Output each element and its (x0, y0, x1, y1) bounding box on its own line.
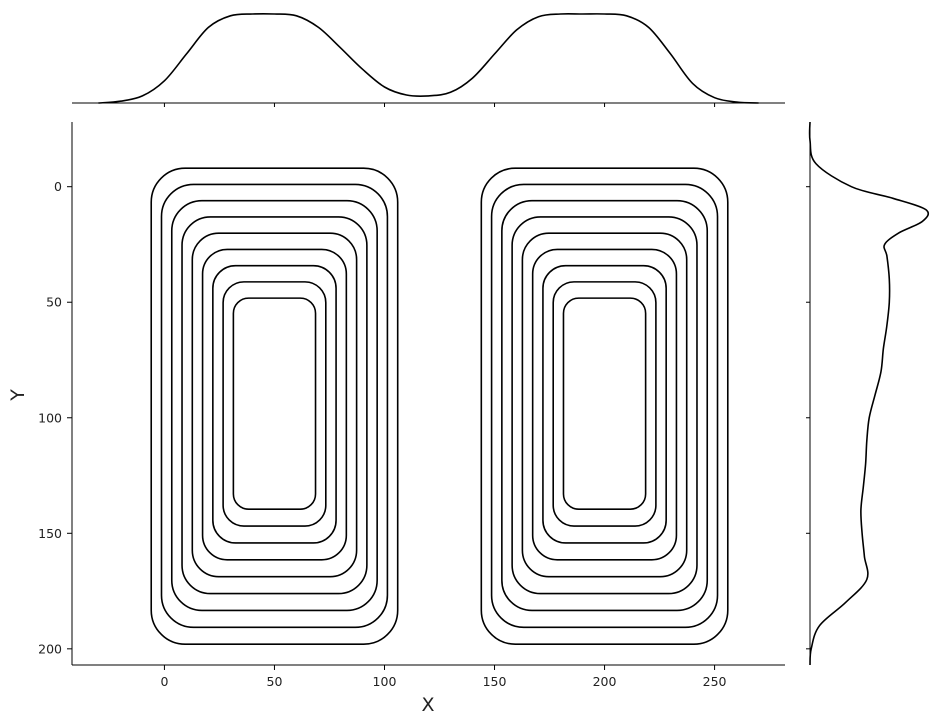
y-tick-label: 150 (38, 526, 62, 541)
contour-level-2-4 (511, 216, 698, 595)
contour-level-2-8 (552, 281, 657, 527)
x-tick-label: 0 (160, 674, 168, 689)
contour-level-1-8 (222, 281, 327, 527)
contour-level-2-2 (490, 183, 719, 629)
y-axis-label: Y (7, 389, 29, 402)
y-tick-label: 100 (38, 410, 62, 425)
x-tick-label: 150 (483, 674, 507, 689)
y-tick-label: 0 (54, 179, 62, 194)
x-tick-label: 250 (703, 674, 727, 689)
contour-panel: 0 50 100 150 200 250 0 50 100 150 200 (38, 122, 785, 689)
contour-level-1-2 (160, 183, 389, 629)
x-marginal-kde-line (98, 12, 759, 104)
y-marginal-kde-line (808, 121, 930, 666)
x-tick-label: 100 (373, 674, 397, 689)
y-tick-label: 50 (46, 295, 62, 310)
contour-level-1-9 (232, 297, 317, 510)
contour-level-2-9 (562, 297, 647, 510)
contour-level-1-3 (170, 199, 378, 612)
contour-level-2-5 (521, 232, 688, 578)
contour-level-2-6 (531, 248, 678, 561)
contour-level-1-4 (181, 216, 368, 595)
contour-level-1-1 (150, 167, 399, 646)
contour-level-2-7 (542, 264, 667, 544)
y-tick-label: 200 (38, 641, 62, 656)
x-marginal-panel (72, 12, 785, 107)
x-axis-label: X (421, 694, 434, 716)
contour-level-2-3 (501, 199, 709, 612)
contour-level-1-6 (201, 248, 348, 561)
x-tick-label: 200 (593, 674, 617, 689)
contour-level-1-5 (191, 232, 358, 578)
y-marginal-panel (806, 121, 930, 666)
contour-level-2-1 (480, 167, 729, 646)
x-tick-label: 50 (267, 674, 283, 689)
contour-level-1-7 (212, 264, 337, 544)
